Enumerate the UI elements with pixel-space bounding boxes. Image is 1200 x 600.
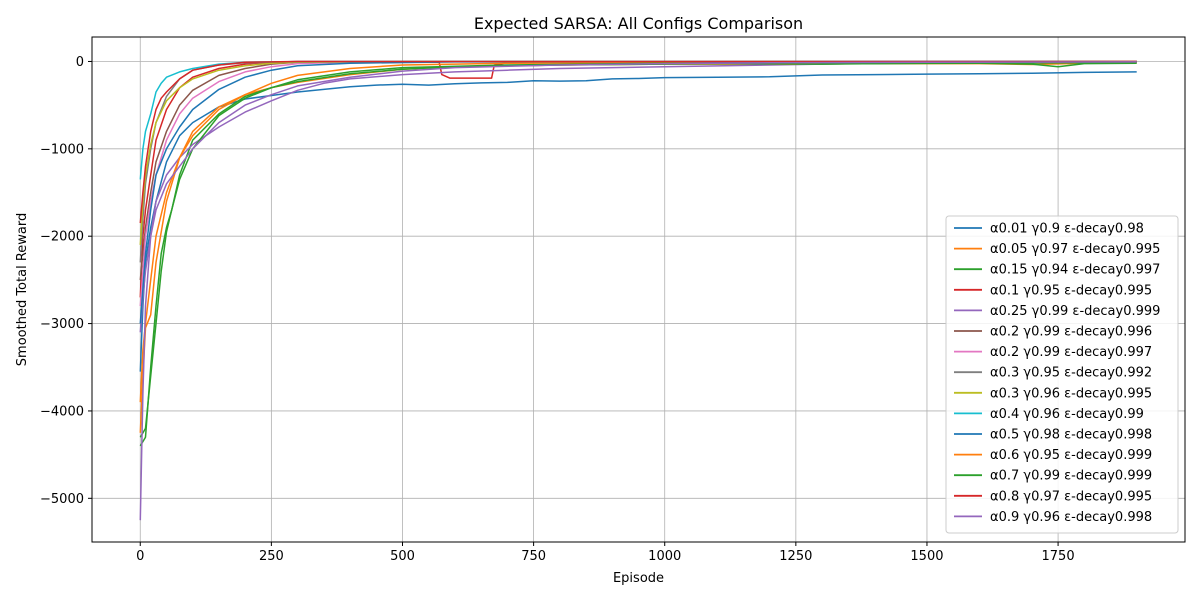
- legend-label: α0.4 γ0.96 ε-decay0.99: [990, 407, 1144, 422]
- plot-frame: [91, 36, 1186, 543]
- series-line-5: [139, 60, 1137, 333]
- x-tick-label: 0: [136, 549, 144, 564]
- y-tick-label: −3000: [40, 317, 84, 332]
- x-tick-label: 1750: [1042, 549, 1075, 564]
- series-line-14: [139, 60, 1137, 224]
- legend-label: α0.01 γ0.9 ε-decay0.98: [990, 222, 1144, 237]
- legend-label: α0.05 γ0.97 ε-decay0.995: [990, 242, 1160, 257]
- legend-label: α0.3 γ0.96 ε-decay0.995: [990, 386, 1152, 401]
- series-line-1: [139, 71, 1137, 372]
- legend-label: α0.3 γ0.95 ε-decay0.992: [990, 366, 1152, 381]
- legend-label: α0.7 γ0.99 ε-decay0.999: [990, 469, 1152, 484]
- series-line-11: [139, 60, 1137, 324]
- legend-label: α0.2 γ0.99 ε-decay0.996: [990, 325, 1152, 340]
- legend-label: α0.8 γ0.97 ε-decay0.995: [990, 489, 1152, 504]
- legend-label: α0.15 γ0.94 ε-decay0.997: [990, 263, 1160, 278]
- legend: α0.01 γ0.9 ε-decay0.98 α0.05 γ0.97 ε-deca…: [945, 215, 1179, 534]
- x-tick-label: 1250: [779, 549, 812, 564]
- x-tick-label: 1000: [648, 549, 681, 564]
- y-axis-label: Smoothed Total Reward: [15, 213, 30, 366]
- series-line-15: [139, 61, 1137, 521]
- y-tick-label: 0: [76, 55, 84, 70]
- x-tick-label: 750: [521, 549, 546, 564]
- x-tick-label: 500: [390, 549, 415, 564]
- y-tick-label: −4000: [40, 404, 84, 419]
- legend-label: α0.9 γ0.96 ε-decay0.998: [990, 510, 1152, 525]
- x-tick-label: 1500: [910, 549, 943, 564]
- legend-frame: [945, 215, 1179, 534]
- y-tick-label: −5000: [40, 492, 84, 507]
- legend-label: α0.6 γ0.95 ε-decay0.999: [990, 448, 1152, 463]
- legend-label: α0.2 γ0.99 ε-decay0.997: [990, 345, 1152, 360]
- x-tick-label: 250: [259, 549, 284, 564]
- legend-label: α0.5 γ0.98 ε-decay0.998: [990, 428, 1152, 443]
- chart-title: Expected SARSA: All Configs Comparison: [474, 14, 803, 33]
- y-tick-label: −2000: [40, 230, 84, 245]
- x-axis: 0 250 500 750 1000 1250 1500 1750: [136, 542, 1075, 564]
- legend-label: α0.1 γ0.95 ε-decay0.995: [990, 283, 1152, 298]
- x-axis-label: Episode: [613, 571, 664, 586]
- series-line-13: [139, 61, 1137, 438]
- series-layer: [139, 60, 1137, 521]
- legend-label: α0.25 γ0.99 ε-decay0.999: [990, 304, 1160, 319]
- y-axis: −5000 −4000 −3000 −2000 −1000 0: [40, 55, 92, 507]
- y-tick-label: −1000: [40, 142, 84, 157]
